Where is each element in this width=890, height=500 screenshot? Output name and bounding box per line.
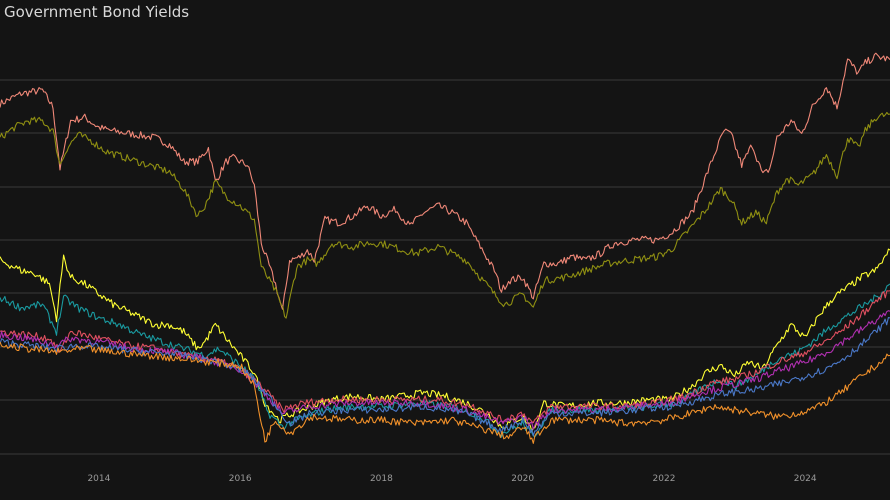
x-tick-label: 2016 xyxy=(229,474,252,484)
series-layer xyxy=(0,52,890,444)
series-line-8 xyxy=(0,341,890,444)
x-tick-label: 2022 xyxy=(653,474,676,484)
series-line-3 xyxy=(0,248,890,432)
series-line-7 xyxy=(0,316,890,437)
series-line-5 xyxy=(0,290,890,424)
grid xyxy=(0,79,890,455)
series-line-2 xyxy=(0,111,890,319)
x-tick-label: 2014 xyxy=(87,474,110,484)
x-tick-label: 2020 xyxy=(511,474,534,484)
series-line-4 xyxy=(0,283,890,438)
chart-title: Government Bond Yields xyxy=(4,3,190,21)
x-tick-label: 2024 xyxy=(794,474,817,484)
series-line-1 xyxy=(0,52,890,310)
x-axis: 2014 2016 2018 2020 2022 2024 xyxy=(87,474,816,484)
x-tick-label: 2018 xyxy=(370,474,393,484)
